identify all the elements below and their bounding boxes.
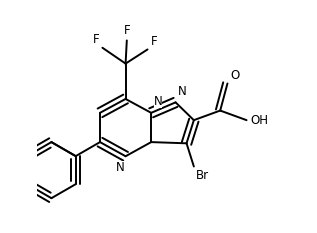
Text: Br: Br [196, 169, 210, 182]
Text: F: F [124, 24, 130, 37]
Text: N: N [116, 161, 124, 174]
Text: O: O [230, 69, 239, 82]
Text: OH: OH [250, 114, 268, 127]
Text: F: F [93, 33, 100, 46]
Text: F: F [151, 35, 157, 48]
Text: N: N [178, 86, 186, 99]
Text: N: N [154, 96, 162, 108]
